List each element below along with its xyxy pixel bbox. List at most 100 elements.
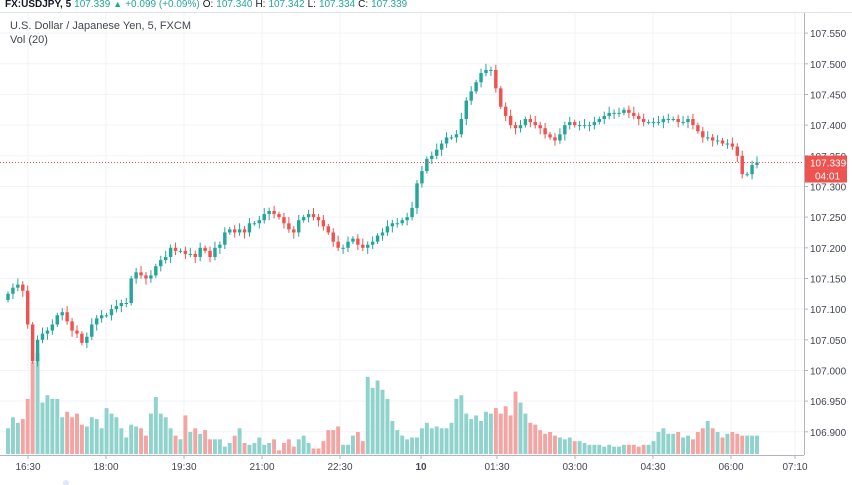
candle-body: [94, 318, 99, 325]
time-tick-label: 16:30: [15, 462, 40, 473]
time-tick-label: 06:00: [718, 462, 743, 473]
candle: [449, 134, 454, 140]
candle: [370, 236, 375, 250]
candle: [149, 270, 153, 283]
candle: [35, 335, 40, 367]
candle-body: [365, 244, 370, 248]
candle: [582, 119, 587, 129]
candle: [434, 143, 439, 160]
volume-bar: [30, 362, 35, 454]
volume-bar: [508, 415, 513, 454]
volume-bar: [296, 439, 301, 454]
candle-body: [686, 119, 690, 123]
candle-body: [469, 91, 473, 101]
volume-bar: [173, 435, 178, 454]
candle: [577, 120, 582, 131]
watermark-icon: [63, 480, 69, 485]
volume-bar: [415, 437, 419, 454]
volume-bar: [247, 444, 252, 454]
candle: [538, 121, 542, 135]
candle-body: [671, 119, 675, 120]
open-value: 107.340: [216, 0, 253, 10]
time-tick-label: 19:30: [171, 462, 196, 473]
candle-body: [336, 241, 340, 248]
volume-bar: [454, 398, 459, 454]
symbol-label[interactable]: FX:USDJPY, 5: [5, 0, 72, 10]
candle: [439, 140, 444, 156]
candle: [385, 220, 390, 236]
price-tick-label: 107.500: [810, 60, 847, 71]
time-tick-label: 04:30: [640, 462, 665, 473]
candle: [632, 106, 636, 120]
volume-bar: [134, 426, 139, 454]
time-tick-label: 07:10: [782, 462, 807, 473]
candle-body: [154, 266, 158, 276]
candle: [365, 241, 370, 254]
candle: [16, 278, 20, 292]
candle-body: [287, 223, 291, 230]
candle: [499, 85, 503, 110]
candle: [139, 266, 143, 279]
price-tick-label: 106.950: [810, 397, 847, 408]
candle-body: [277, 214, 281, 218]
candle-body: [558, 134, 562, 141]
volume-bar: [676, 431, 681, 454]
volume-bar: [543, 433, 548, 454]
candle: [523, 116, 528, 128]
volume-bar: [503, 406, 508, 454]
candle: [99, 310, 104, 323]
candle: [6, 291, 10, 303]
candle-body: [420, 171, 424, 184]
candle-body: [632, 112, 636, 116]
candle-body: [25, 290, 30, 325]
volume-bar: [365, 376, 370, 454]
candle-body: [661, 119, 666, 123]
candle: [267, 207, 271, 221]
candle: [494, 64, 498, 93]
candle: [50, 319, 55, 335]
volume-bar: [301, 435, 306, 454]
candle-body: [395, 223, 400, 225]
current-price-label: 107.339: [810, 159, 847, 170]
volume-bar: [203, 430, 208, 454]
candle: [292, 226, 296, 239]
candle: [361, 238, 365, 252]
candle: [85, 332, 89, 349]
price-tick-label: 107.300: [810, 182, 847, 193]
candle: [459, 112, 464, 138]
candle-body: [311, 214, 316, 218]
volume-bar: [326, 430, 331, 454]
candle-body: [444, 137, 449, 144]
price-badge-box: [805, 155, 847, 170]
candle-body: [380, 232, 385, 236]
price-tick-label: 107.550: [810, 29, 847, 40]
volume-indicator-label[interactable]: Vol (20): [10, 34, 48, 46]
candle: [380, 228, 385, 241]
candle: [173, 242, 178, 256]
candle: [627, 105, 631, 119]
candle-body: [553, 137, 557, 141]
candle-body: [16, 284, 20, 288]
volume-bar: [232, 435, 237, 454]
candle: [65, 306, 69, 325]
volume-bar: [114, 417, 119, 454]
candle-body: [528, 119, 533, 123]
candle-body: [55, 315, 60, 325]
candle: [90, 318, 94, 341]
candle: [750, 160, 754, 180]
volume-bar: [89, 417, 94, 454]
candle: [390, 219, 395, 233]
candle-body: [710, 137, 715, 141]
volume-bar: [424, 422, 429, 454]
volume-bar: [587, 444, 592, 454]
candle-body: [223, 232, 227, 245]
candle: [646, 119, 651, 125]
candle-body: [503, 106, 508, 116]
candle: [696, 122, 700, 134]
volume-bar: [419, 428, 424, 454]
volume-bar: [65, 411, 70, 454]
volume-bar: [144, 435, 148, 454]
candle: [710, 134, 715, 147]
candle-body: [306, 214, 311, 218]
